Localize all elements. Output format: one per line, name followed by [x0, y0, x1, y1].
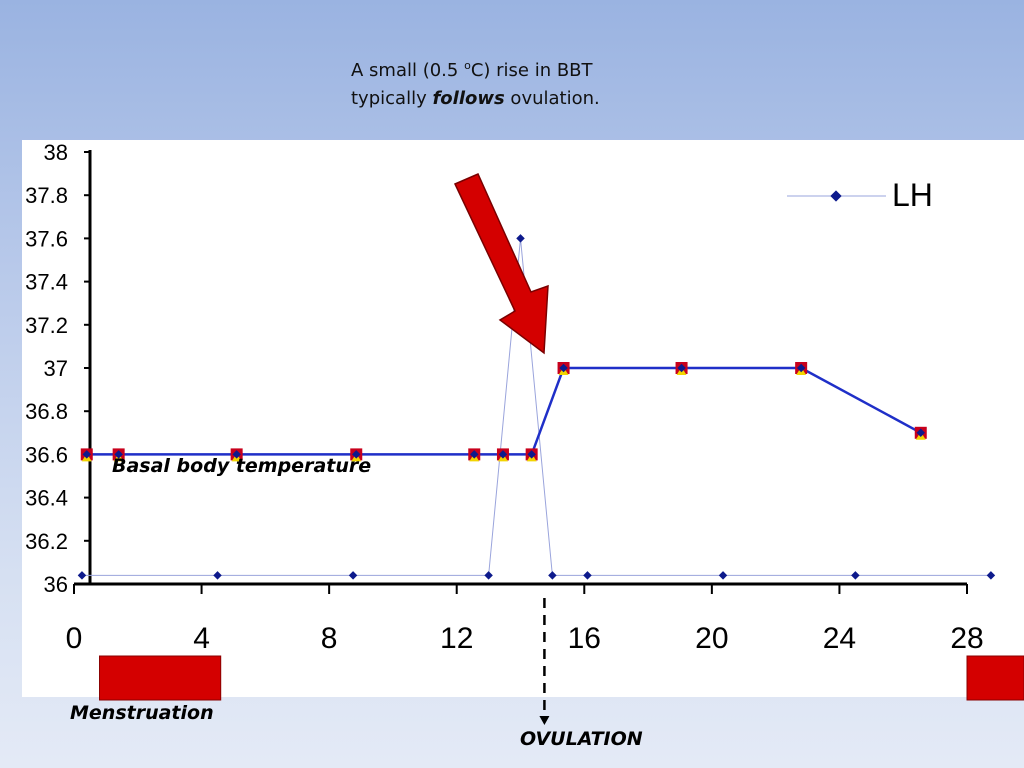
bbt-marker-diamond	[82, 450, 91, 459]
caption-line-1: A small (0.5 oC) rise in BBT	[351, 59, 593, 81]
x-tick-label: 4	[193, 622, 210, 655]
x-tick-label: 20	[695, 622, 728, 655]
menstruation-bar-0	[99, 655, 222, 701]
bbt-marker-diamond	[677, 363, 686, 373]
bbt-marker-diamond	[527, 450, 536, 459]
bbt-marker-diamond	[498, 450, 508, 459]
menstruation-label: Menstruation	[70, 702, 214, 724]
x-tick-label: 24	[823, 622, 856, 655]
bbt-marker-diamond	[352, 450, 361, 459]
y-tick-label: 36.2	[25, 529, 68, 554]
lh-line	[81, 238, 991, 576]
bbt-point	[80, 448, 93, 462]
x-tick-label: 8	[321, 622, 338, 655]
x-tick-label: 16	[568, 622, 601, 655]
x-tick-label: 0	[66, 622, 83, 655]
lh-point	[348, 571, 358, 580]
legend-label-lh: LH	[892, 177, 933, 213]
y-tick-label: 36.4	[25, 486, 68, 511]
x-tick-label: 28	[950, 622, 983, 655]
bbt-point	[230, 448, 243, 462]
lh-point	[718, 571, 728, 580]
lh-point	[583, 571, 592, 580]
ovulation-arrowhead	[539, 716, 550, 725]
y-tick-label: 36	[44, 572, 68, 597]
lh-point	[851, 571, 860, 580]
bbt-marker-diamond	[114, 450, 123, 459]
ovulation-label: OVULATION	[520, 728, 643, 750]
pointer-arrow	[453, 173, 549, 355]
y-tick-label: 36.8	[25, 399, 68, 424]
caption-line-2: typically follows ovulation.	[351, 88, 600, 109]
y-tick-label: 37.2	[25, 313, 68, 338]
menstruation-bar-1	[966, 655, 1024, 701]
bbt-point	[525, 448, 538, 462]
bbt-point	[350, 448, 363, 462]
bbt-point	[112, 448, 125, 462]
lh-point	[484, 571, 493, 580]
bbt-marker-diamond	[796, 363, 806, 373]
bbt-point	[496, 448, 509, 462]
legend-marker	[830, 190, 842, 202]
bbt-marker-diamond	[916, 428, 925, 438]
bbt-marker-diamond	[232, 450, 241, 459]
legend: LH	[787, 177, 933, 213]
bbt-point	[468, 448, 481, 462]
bbt-point	[914, 426, 927, 440]
bbt-marker-diamond	[559, 363, 568, 373]
y-tick-label: 38	[44, 140, 68, 165]
y-tick-label: 37.4	[25, 270, 68, 295]
x-tick-label: 12	[440, 622, 473, 655]
bbt-point	[795, 362, 808, 375]
bbt-marker-diamond	[470, 450, 479, 459]
ovulation-marker	[539, 598, 550, 725]
y-tick-label: 37.6	[25, 226, 68, 251]
y-tick-label: 37.8	[25, 183, 68, 208]
lh-point	[986, 571, 996, 580]
bbt-point	[557, 362, 570, 375]
y-tick-label: 37	[44, 356, 68, 381]
lh-point	[548, 571, 557, 580]
bbt-label: Basal body temperature	[112, 455, 371, 477]
plot-panel	[22, 140, 1024, 697]
y-tick-label: 36.6	[25, 442, 68, 467]
bbt-point	[675, 362, 688, 375]
caption-text: A small (0.5 oC) rise in BBT typically f…	[351, 52, 600, 113]
